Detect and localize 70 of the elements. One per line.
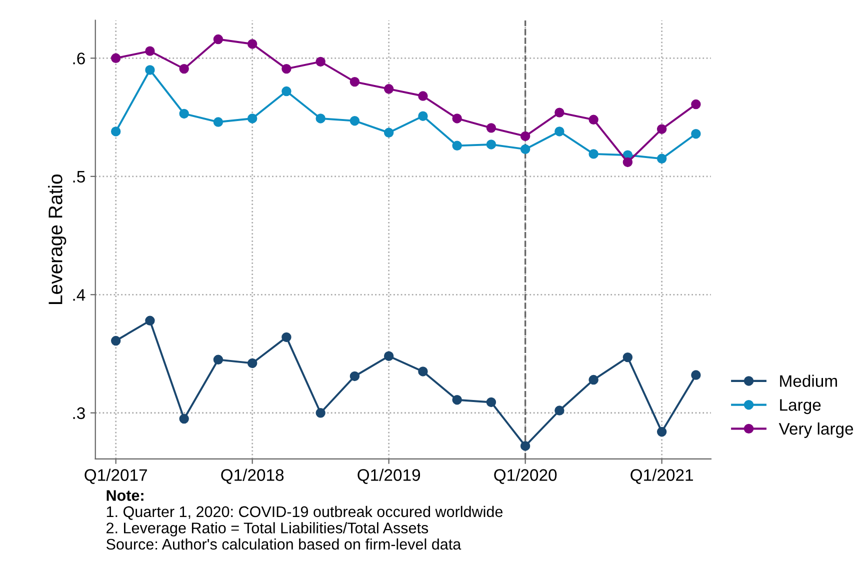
point [110, 126, 121, 136]
point [622, 157, 633, 168]
point [110, 336, 121, 346]
point [316, 56, 326, 67]
point [588, 114, 598, 125]
point [384, 84, 394, 94]
point [179, 414, 189, 424]
point [316, 408, 326, 418]
point [350, 76, 360, 87]
point [247, 114, 258, 124]
text: Note: [106, 490, 144, 501]
point [418, 111, 428, 121]
legend-label: Large [780, 399, 821, 414]
point [588, 374, 598, 385]
point [145, 65, 155, 75]
point [282, 332, 292, 342]
point [452, 140, 462, 151]
point [520, 131, 530, 142]
legend-label: Medium [780, 374, 837, 387]
point [486, 123, 496, 133]
point [247, 39, 258, 49]
source-note: Source: Author's calculation based on firm-level data [106, 538, 462, 550]
point [486, 397, 496, 408]
point [520, 441, 530, 451]
point [452, 395, 462, 405]
point [656, 426, 667, 437]
x-tick-label: Q1/2019 [358, 468, 420, 484]
point [554, 406, 564, 416]
point [691, 128, 701, 139]
point [316, 114, 326, 124]
x-tick-label: Q1/2018 [221, 468, 284, 484]
x-tick-label: Q1/2017 [84, 468, 147, 484]
point [656, 154, 667, 164]
text: 2. Leverage Ratio = Total Liabilities/Total Assets [106, 522, 428, 536]
point [282, 64, 292, 74]
point [179, 64, 189, 74]
point [622, 352, 633, 362]
point [282, 86, 292, 96]
point [452, 114, 462, 124]
point [554, 126, 564, 136]
point [656, 124, 667, 134]
point [350, 371, 360, 382]
point [691, 370, 701, 380]
x-tick-label: Q1/2020 [494, 468, 557, 484]
point [520, 144, 530, 154]
point [145, 46, 155, 56]
point [486, 140, 496, 150]
point [145, 316, 155, 326]
text: 1. Quarter 1, 2020: COVID-19 outbreak occured worldwide [106, 506, 503, 520]
point [213, 354, 224, 365]
y-axis-title: Leverage Ratio [48, 174, 66, 304]
point [691, 99, 701, 110]
point [179, 108, 189, 119]
point [247, 358, 258, 368]
legend-label: Very large [778, 422, 854, 438]
point [213, 34, 224, 44]
x-tick-label: Q1/2021 [630, 468, 693, 484]
y-tick-label: .4 [73, 289, 86, 301]
point [213, 117, 224, 127]
point [350, 116, 360, 126]
point [554, 108, 564, 118]
y-tick-label: .6 [73, 52, 85, 64]
point [384, 128, 394, 138]
y-tick-label: .5 [73, 170, 85, 183]
point [418, 91, 428, 101]
point [384, 351, 394, 361]
point [110, 53, 121, 64]
point [418, 366, 428, 376]
y-tick-label: .3 [73, 407, 85, 420]
point [588, 149, 598, 159]
